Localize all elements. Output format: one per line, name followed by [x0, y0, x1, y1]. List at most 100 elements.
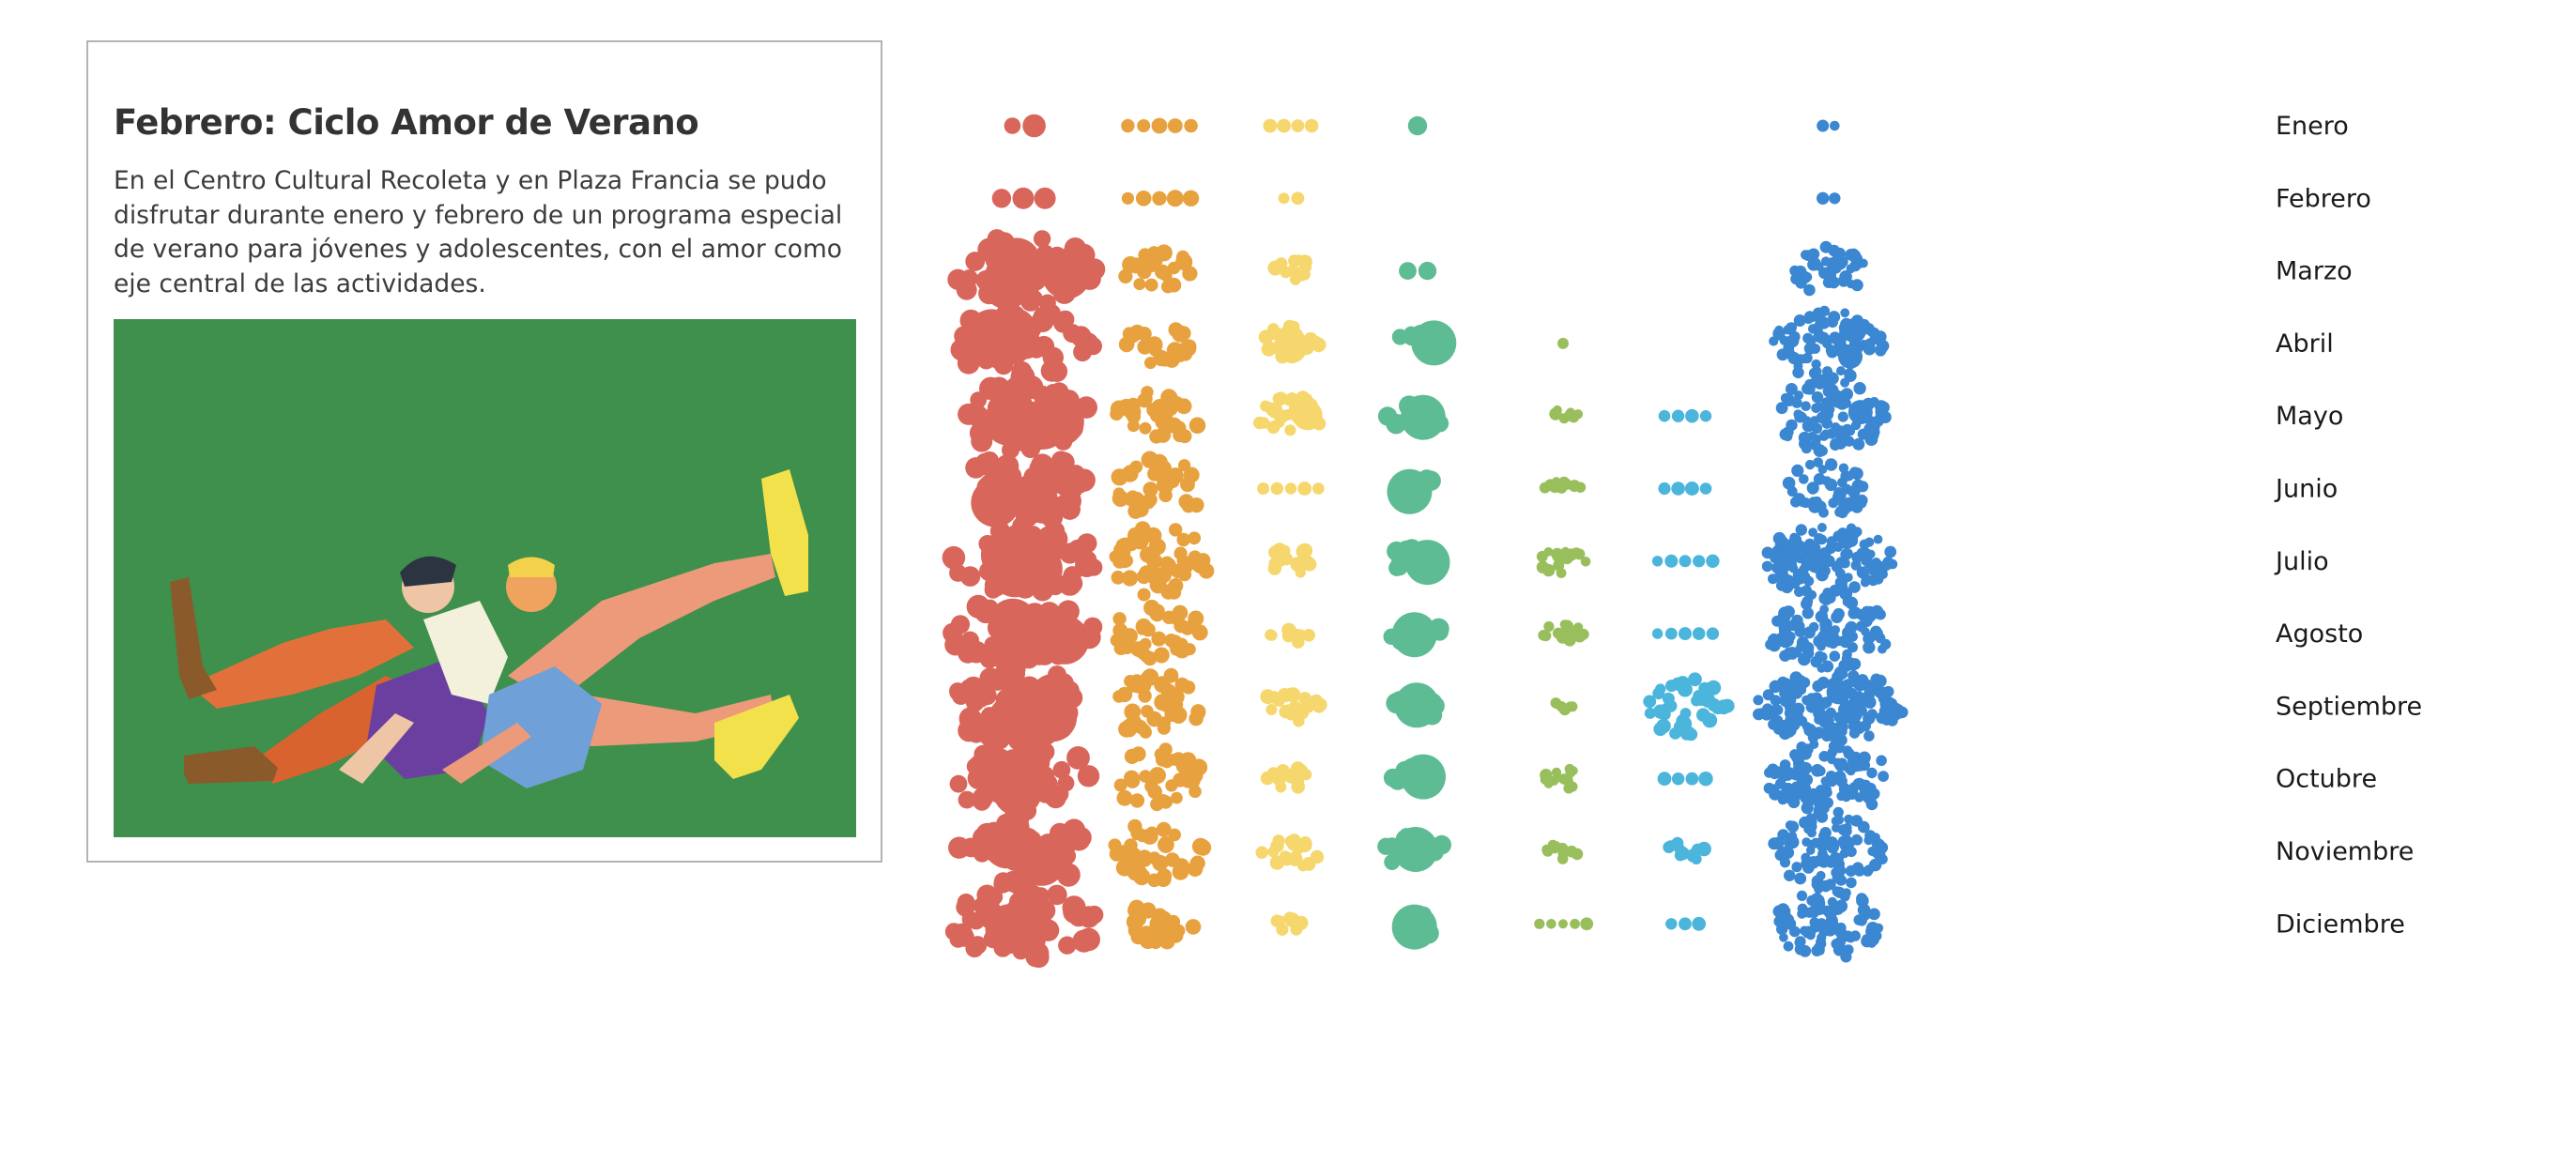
bubble-point: [1002, 441, 1020, 459]
bubble-point: [1887, 698, 1898, 709]
bubble-point: [1873, 534, 1883, 544]
bubble-point: [1284, 912, 1300, 928]
bubble-point-large: [1401, 754, 1446, 800]
bubble-point: [1794, 937, 1805, 948]
bubble-point: [1851, 551, 1863, 563]
bubble-point: [1887, 558, 1898, 570]
bubble-point: [1782, 913, 1795, 926]
bubble-point: [1137, 588, 1151, 602]
bubble-point: [1817, 191, 1830, 205]
bubble-point: [1004, 117, 1021, 134]
bubble-point: [1846, 787, 1859, 800]
bubble-point: [1173, 546, 1188, 560]
bubble-point: [1786, 322, 1797, 333]
bubble-point: [1277, 118, 1291, 133]
bubble-point: [1297, 254, 1312, 269]
bubble-point: [1692, 627, 1706, 640]
bubble-point: [1682, 726, 1695, 739]
bubble-point: [1792, 366, 1804, 379]
bubble-point: [1769, 787, 1782, 801]
bubble-point: [1856, 566, 1869, 579]
bubble-point: [1774, 325, 1784, 335]
bubble-point: [1284, 424, 1296, 436]
bubble-point: [1155, 244, 1173, 262]
bubble-point: [1783, 940, 1794, 952]
bubble-point-large: [1826, 680, 1851, 705]
bubble-point: [1293, 267, 1309, 282]
bubble-point: [1809, 257, 1821, 269]
bubble-point: [949, 930, 967, 948]
bubble-point: [1158, 488, 1173, 503]
bubble-point: [965, 939, 984, 958]
bubble-point: [1860, 577, 1870, 588]
bubble-point: [1717, 699, 1730, 712]
bubble-point: [1883, 713, 1894, 725]
bubble-point: [1047, 521, 1066, 540]
bubble-point: [1791, 862, 1802, 873]
bubble-point: [1840, 392, 1850, 403]
bubble-point: [1135, 191, 1152, 206]
bubble-point-large: [1017, 836, 1066, 886]
bubble-point: [1126, 397, 1141, 413]
bubble-point: [1816, 568, 1829, 582]
bubble-point: [1863, 696, 1877, 709]
bubble-point: [1840, 951, 1852, 963]
bubble-point: [1063, 900, 1087, 924]
bubble-point: [979, 451, 1000, 471]
bubble-point: [1811, 422, 1823, 435]
bubble-point: [1268, 405, 1280, 419]
bubble-point: [1570, 918, 1580, 929]
bubble-point: [1141, 622, 1156, 637]
bubble-point: [1779, 933, 1788, 942]
bubble-point: [1837, 411, 1848, 422]
bubble-point: [1662, 692, 1675, 705]
bubble-point: [1760, 709, 1772, 721]
bubble-point: [1815, 610, 1829, 623]
bubble-point: [1691, 853, 1702, 864]
bubble-point: [1172, 604, 1188, 621]
month-labels: Enero Febrero Marzo Abril Mayo Junio Julio Agos…: [2274, 112, 2422, 939]
bubble-point: [1769, 336, 1779, 346]
bubble-point: [1175, 398, 1192, 415]
bubble-point: [1571, 848, 1584, 861]
bubble-point: [1124, 675, 1137, 688]
bubble-point: [1685, 772, 1699, 786]
bubble-point: [1875, 400, 1888, 414]
bubble-point: [1798, 571, 1811, 584]
bubble-point-large: [1276, 332, 1307, 363]
bubble-point: [1655, 683, 1666, 695]
month-label: Noviembre: [2276, 837, 2414, 866]
bubble-point: [1273, 695, 1285, 707]
bubble-point: [1876, 755, 1887, 767]
bubble-point: [1270, 482, 1283, 496]
bubble-point: [1818, 751, 1830, 762]
bubble-point-large: [1008, 474, 1058, 524]
bubble-point: [1679, 627, 1692, 641]
bubble-point: [1181, 680, 1196, 695]
bubble-point: [1275, 257, 1288, 270]
bubble-point: [1676, 846, 1690, 861]
bubble-point: [993, 875, 1012, 894]
bubble-point: [1177, 429, 1192, 444]
bubble-point: [1772, 704, 1784, 716]
bubble-point: [1567, 781, 1578, 792]
bubble-point: [1699, 482, 1712, 495]
bubble-point: [1577, 628, 1589, 640]
bubble-point: [1814, 533, 1825, 544]
bubble-point: [1796, 890, 1808, 902]
bubble-point: [1272, 772, 1285, 786]
bubble-point: [1151, 117, 1168, 134]
bubble-point-large: [1391, 612, 1437, 658]
bubble-point: [1284, 482, 1297, 495]
bubble-point: [1798, 652, 1811, 666]
bubble-point: [1050, 785, 1069, 803]
bubble-point: [1053, 313, 1073, 333]
bubble-point: [1146, 336, 1163, 353]
bubble-point: [1774, 633, 1786, 644]
bubble-point: [1124, 703, 1142, 721]
bubble-point: [1291, 191, 1305, 206]
bubble-point: [1843, 499, 1856, 512]
bubble-point: [1848, 607, 1860, 619]
bubble-point: [1829, 650, 1841, 662]
bubble-point: [1829, 331, 1842, 344]
